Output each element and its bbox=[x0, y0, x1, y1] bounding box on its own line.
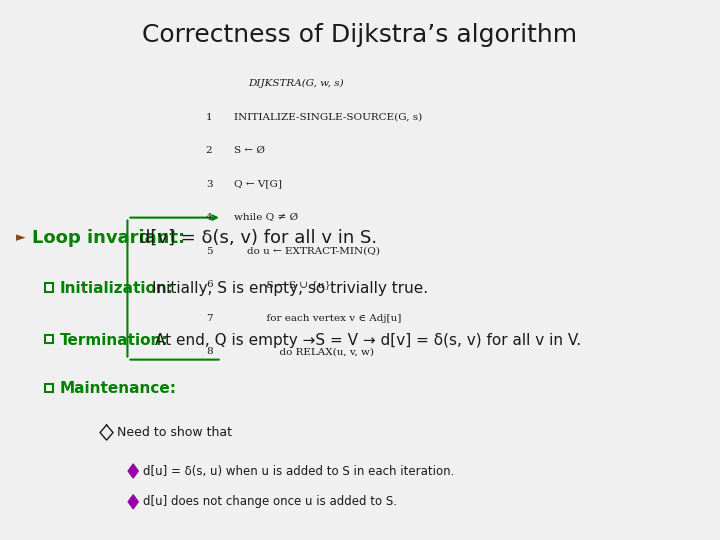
Text: Loop invariant:: Loop invariant: bbox=[32, 228, 186, 247]
Text: while Q ≠ Ø: while Q ≠ Ø bbox=[234, 213, 298, 222]
Text: Initialization:: Initialization: bbox=[60, 281, 174, 296]
Text: Termination:: Termination: bbox=[60, 333, 168, 348]
Text: do u ← EXTRACT-MIN(Q): do u ← EXTRACT-MIN(Q) bbox=[234, 247, 380, 255]
Text: 7: 7 bbox=[206, 314, 212, 322]
Text: At end, Q is empty →S = V → d[v] = δ(s, v) for all v in V.: At end, Q is empty →S = V → d[v] = δ(s, … bbox=[155, 333, 581, 348]
Text: d[u] = δ(s, u) when u is added to S in each iteration.: d[u] = δ(s, u) when u is added to S in e… bbox=[143, 464, 454, 477]
Text: ►: ► bbox=[16, 231, 25, 244]
Text: S ← Ø: S ← Ø bbox=[234, 146, 265, 155]
Text: d[v] = δ(s, v) for all v in S.: d[v] = δ(s, v) for all v in S. bbox=[139, 228, 377, 247]
Polygon shape bbox=[128, 464, 138, 478]
Text: d[u] does not change once u is added to S.: d[u] does not change once u is added to … bbox=[143, 495, 397, 508]
Text: Initially, S is empty, so trivially true.: Initially, S is empty, so trivially true… bbox=[152, 281, 428, 296]
Text: for each vertex v ∈ Adj[u]: for each vertex v ∈ Adj[u] bbox=[234, 314, 401, 322]
Polygon shape bbox=[128, 495, 138, 509]
Text: 8: 8 bbox=[206, 347, 212, 356]
Text: S ← S ∪ {u}: S ← S ∪ {u} bbox=[234, 280, 331, 289]
Text: Maintenance:: Maintenance: bbox=[60, 381, 177, 396]
Text: 3: 3 bbox=[206, 180, 212, 188]
FancyBboxPatch shape bbox=[45, 383, 53, 392]
Text: Need to show that: Need to show that bbox=[117, 426, 233, 439]
Text: Correctness of Dijkstra’s algorithm: Correctness of Dijkstra’s algorithm bbox=[143, 23, 577, 47]
Text: 4: 4 bbox=[206, 213, 212, 222]
Text: Q ← V[G]: Q ← V[G] bbox=[234, 180, 282, 188]
Text: DIJKSTRA(G, w, s): DIJKSTRA(G, w, s) bbox=[248, 79, 344, 88]
Text: INITIALIZE-SINGLE-SOURCE(G, s): INITIALIZE-SINGLE-SOURCE(G, s) bbox=[234, 113, 422, 122]
Text: 6: 6 bbox=[206, 280, 212, 289]
Text: 5: 5 bbox=[206, 247, 212, 255]
Text: 2: 2 bbox=[206, 146, 212, 155]
Text: 1: 1 bbox=[206, 113, 212, 122]
FancyBboxPatch shape bbox=[45, 335, 53, 343]
FancyBboxPatch shape bbox=[45, 284, 53, 292]
Text: do RELAX(u, v, w): do RELAX(u, v, w) bbox=[234, 347, 374, 356]
